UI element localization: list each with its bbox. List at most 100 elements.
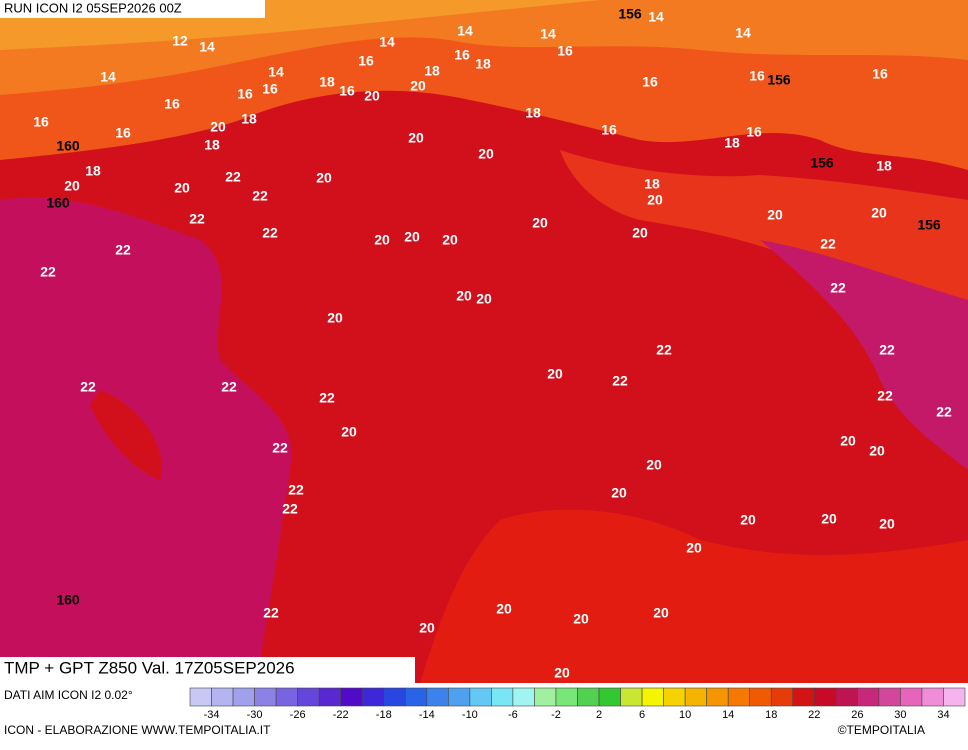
contour-label: 22 (820, 236, 836, 252)
contour-label: 16 (601, 122, 617, 138)
colorbar-cell (921, 687, 944, 707)
colorbar-tick-label: -34 (204, 709, 220, 721)
contour-label: 22 (879, 342, 895, 358)
contour-label: 22 (252, 188, 268, 204)
colorbar-cell (275, 687, 298, 707)
colorbar-tick-label: 34 (937, 709, 949, 721)
colorbar-tick-label: 14 (722, 709, 734, 721)
contour-label: 20 (686, 540, 702, 556)
colorbar-tick-label: 18 (765, 709, 777, 721)
contour-label: 20 (456, 288, 472, 304)
colorbar-tick-label: 2 (596, 709, 602, 721)
contour-label: 18 (204, 137, 220, 153)
contour-label: 20 (532, 215, 548, 231)
colorbar-cell (318, 687, 341, 707)
colorbar-cell (448, 687, 471, 707)
colorbar-cell (835, 687, 858, 707)
contour-label: 20 (871, 205, 887, 221)
colorbar-cell (878, 687, 901, 707)
contour-label: 22 (80, 379, 96, 395)
contour-label: 22 (612, 373, 628, 389)
contour-label: 16 (358, 53, 374, 69)
contour-label: 16 (872, 66, 888, 82)
colorbar-tick-label: -10 (462, 709, 478, 721)
colorbar-cell (857, 687, 880, 707)
contour-label: 20 (740, 512, 756, 528)
contour-label: 20 (442, 232, 458, 248)
contour-label: 160 (56, 592, 80, 608)
contour-label: 16 (454, 47, 470, 63)
footer-box (0, 657, 415, 685)
map: RUN ICON I2 05SEP2026 00Z 14 12 14 14 14 14 15… (0, 0, 968, 683)
contour-label: 18 (876, 158, 892, 174)
contour-label: 18 (724, 135, 740, 151)
contour-label: 16 (642, 74, 658, 90)
contour-label: 22 (282, 501, 298, 517)
contour-label: 14 (199, 39, 215, 55)
contour-label: 22 (830, 280, 846, 296)
contour-label: 18 (85, 163, 101, 179)
contour-label: 20 (647, 192, 663, 208)
contour-label: 16 (115, 125, 131, 141)
contour-label: 16 (339, 83, 355, 99)
contour-label: 22 (189, 211, 205, 227)
contour-label: 14 (268, 64, 284, 80)
contour-label: 20 (364, 88, 380, 104)
contour-label: 20 (64, 178, 80, 194)
contour-label: 20 (573, 611, 589, 627)
contour-label: 20 (496, 601, 512, 617)
contour-label: 18 (644, 176, 660, 192)
colorbar-tick-label: -14 (419, 709, 435, 721)
colorbar-tick-label: -2 (551, 709, 561, 721)
contour-label: 22 (40, 264, 56, 280)
contour-label: 156 (767, 72, 791, 88)
contour-label: 22 (272, 440, 288, 456)
colorbar-cell (749, 687, 772, 707)
contour-label: 20 (210, 119, 226, 135)
contour-label: 22 (221, 379, 237, 395)
colorbar-tick-label: -26 (290, 709, 306, 721)
colorbar-cell (770, 687, 794, 707)
contour-label: 22 (262, 225, 278, 241)
warm-zone (420, 509, 968, 683)
contour-label: 14 (100, 69, 116, 85)
colorbar-tick-label: 26 (851, 709, 863, 721)
contour-label: 20 (554, 665, 570, 681)
contour-label: 18 (475, 56, 491, 72)
colorbar-tick-label: -22 (333, 709, 349, 721)
contour-label: 20 (316, 170, 332, 186)
colorbar-cell (727, 687, 751, 707)
contour-label: 16 (749, 68, 765, 84)
contour-label: 22 (656, 342, 672, 358)
colorbar-cell (383, 687, 406, 707)
contour-label: 20 (404, 229, 420, 245)
colorbar-tick-label: 6 (639, 709, 645, 721)
colorbar-cell (297, 687, 320, 707)
colorbar-cell (684, 687, 707, 707)
colorbar-tick-label: 10 (679, 709, 691, 721)
contour-label: 16 (33, 114, 49, 130)
contour-label: 22 (936, 404, 952, 420)
contour-label: 20 (767, 207, 783, 223)
colorbar-cell (534, 687, 557, 707)
contour-label: 20 (478, 146, 494, 162)
colorbar: -34 -30 -26 -22 -18 -14 -10 -6 -2 2 6 10 14 18 22 26 30 3… (189, 687, 966, 721)
contour-label: 16 (164, 96, 180, 112)
contour-label: 20 (632, 225, 648, 241)
contour-label: 22 (288, 482, 304, 498)
brand-text: ©TEMPOITALIA (838, 723, 925, 737)
colorbar-cell (491, 687, 514, 707)
contour-label: 22 (225, 169, 241, 185)
contour-label: 22 (263, 605, 279, 621)
contour-label: 16 (746, 124, 762, 140)
contour-label: 20 (419, 620, 435, 636)
contour-label: 14 (735, 25, 751, 41)
colorbar-cell (404, 687, 428, 707)
colorbar-tick-label: -18 (376, 709, 392, 721)
colorbar-cell (340, 687, 363, 707)
contour-label: 18 (424, 63, 440, 79)
contour-label: 22 (877, 388, 893, 404)
colorbar-tick-label: 22 (808, 709, 820, 721)
contour-label: 14 (379, 34, 395, 50)
